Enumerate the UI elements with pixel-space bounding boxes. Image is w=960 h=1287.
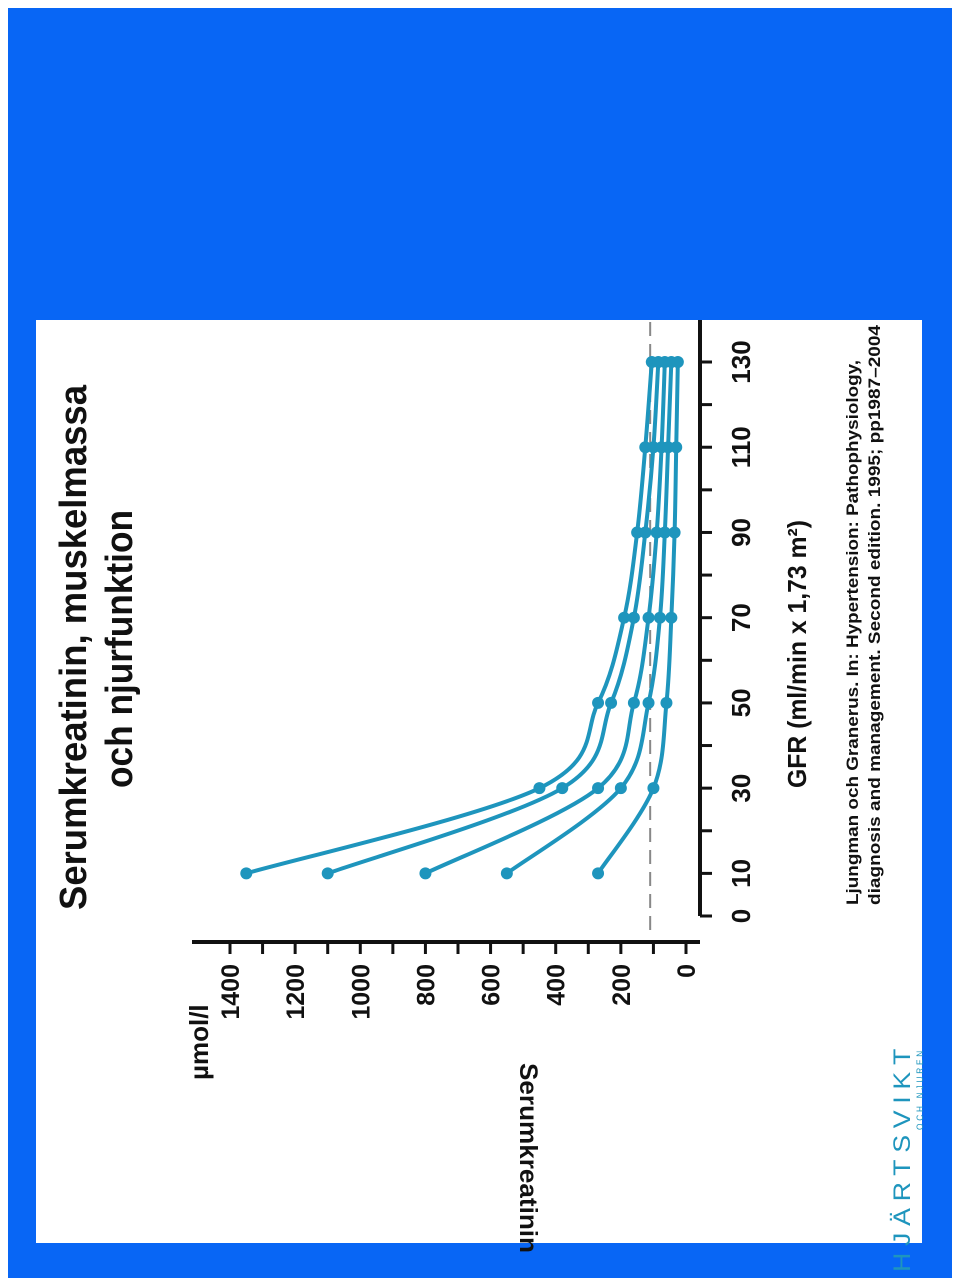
y-tick-label: 800 xyxy=(412,964,440,1006)
x-tick-label: 90 xyxy=(726,518,756,547)
series-2-point xyxy=(556,782,569,795)
x-axis-label: GFR (ml/min x 1,73 m²) xyxy=(782,520,812,788)
series-5-point xyxy=(670,441,683,454)
y-tick-label: 0 xyxy=(673,964,701,978)
series-5-point xyxy=(647,782,660,795)
series-3-point xyxy=(642,611,655,624)
series-2-point xyxy=(605,696,618,709)
series-2-line xyxy=(327,361,661,876)
series-5-point xyxy=(660,696,673,709)
series-3-point xyxy=(627,696,640,709)
series-4-point xyxy=(653,611,666,624)
citation-line2: diagnosis and management. Second edition… xyxy=(865,324,884,905)
chart-panel xyxy=(36,320,922,1243)
series-4-point xyxy=(658,526,671,539)
y-tick-label: 1200 xyxy=(282,964,310,1020)
series-2-point xyxy=(627,611,640,624)
x-tick-label: 50 xyxy=(726,688,756,717)
y-axis-unit: µmol/l xyxy=(184,1004,214,1080)
x-tick-label: 0 xyxy=(726,909,756,923)
x-tick-label: 110 xyxy=(726,426,756,468)
y-tick-label: 400 xyxy=(543,964,571,1006)
axes-group xyxy=(192,320,702,944)
series-5-point xyxy=(671,356,684,368)
ticks-group: 0 10 30 50 70 90 110 130 0 200 400 600 800 1000 1200 14… xyxy=(217,340,756,1019)
series-group xyxy=(240,356,684,880)
y-axis-label: Serumkreatinin xyxy=(514,1063,542,1253)
chart-title-line1: Serumkreatinin, muskelmassa xyxy=(53,384,95,910)
citation-line1: Ljungman och Granerus. In: Hypertension:… xyxy=(843,360,862,905)
x-tick-label: 10 xyxy=(726,859,756,888)
y-tick-label: 600 xyxy=(478,964,506,1006)
series-5-point xyxy=(668,526,681,539)
brand-subtitle: OCH NJUREN xyxy=(915,1048,925,1130)
y-tick-label: 200 xyxy=(608,964,636,1006)
series-1-point xyxy=(592,696,605,709)
title-group: Serumkreatinin, muskelmassa och njurfunk… xyxy=(53,384,141,910)
series-5-point xyxy=(592,867,605,880)
series-1-point xyxy=(533,782,546,795)
series-4-point xyxy=(500,867,513,880)
series-5-point xyxy=(665,611,678,624)
brand-name: HJÄRTSVIKT xyxy=(889,1042,916,1272)
series-1-point xyxy=(618,611,631,624)
series-3-point xyxy=(419,867,432,880)
chart-title-line2: och njurfunktion xyxy=(99,510,141,788)
series-2-point xyxy=(639,526,652,539)
series-4-point xyxy=(642,696,655,709)
series-1-point xyxy=(240,867,253,880)
x-tick-label: 70 xyxy=(726,603,756,632)
series-1-line xyxy=(245,361,654,876)
series-3-point xyxy=(592,782,605,795)
series-2-point xyxy=(321,867,334,880)
x-tick-label: 30 xyxy=(726,774,756,803)
y-tick-label: 1400 xyxy=(217,964,245,1020)
series-4-point xyxy=(614,782,627,795)
x-tick-label: 130 xyxy=(726,340,756,383)
y-tick-label: 1000 xyxy=(347,964,375,1020)
